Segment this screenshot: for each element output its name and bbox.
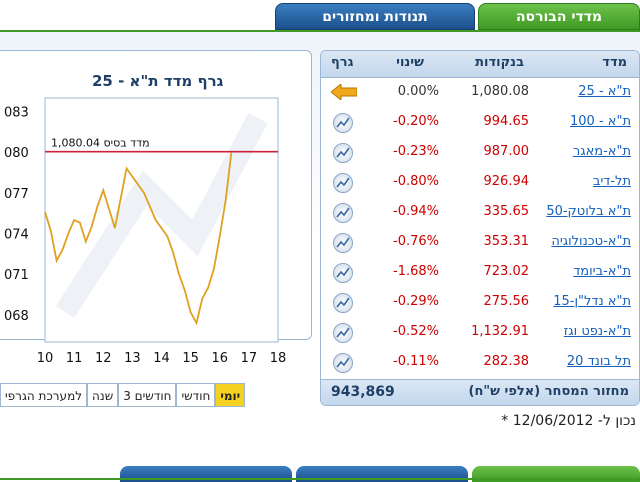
- table-row[interactable]: ת"א-טכנולוגיה 353.31 -0.76%: [321, 227, 639, 257]
- table-row[interactable]: תל בונד 20 282.38 -0.11%: [321, 347, 639, 377]
- x-tick-label: 16: [211, 351, 228, 366]
- graph-icon[interactable]: [333, 263, 353, 283]
- header-change: שינוי: [396, 55, 424, 70]
- index-points: 275.56: [483, 294, 530, 309]
- index-name-link[interactable]: ת"א בלוטק-50: [546, 204, 631, 219]
- table-row[interactable]: תל-דיב 926.94 -0.80%: [321, 167, 639, 197]
- index-change: -0.52%: [393, 324, 439, 339]
- turnover-value: 943,869: [331, 384, 395, 400]
- chart-title: גרף מדד ת"א - 25: [92, 72, 224, 90]
- index-name-link[interactable]: תל-דיב: [592, 174, 631, 189]
- graph-icon[interactable]: [333, 353, 353, 373]
- y-tick-label: 077: [4, 187, 29, 202]
- x-tick-label: 10: [37, 351, 54, 366]
- index-points: 353.31: [483, 234, 530, 249]
- table-row[interactable]: ת"א-נפט וגז 1,132.91 -0.52%: [321, 317, 639, 347]
- index-name-link[interactable]: תל בונד 20: [566, 354, 631, 369]
- index-change: -0.76%: [393, 234, 439, 249]
- index-points: 335.65: [483, 204, 530, 219]
- index-change: -0.94%: [393, 204, 439, 219]
- period-selector: למערכת הגרפי שנה 3 חודשים חודשי יומי: [0, 383, 246, 409]
- index-points: 1,080.08: [471, 84, 529, 99]
- index-name-link[interactable]: ת"א - 100: [570, 114, 631, 129]
- series-line: [44, 152, 233, 326]
- x-tick-label: 14: [153, 351, 170, 366]
- index-name-link[interactable]: ת"א-טכנולוגיה: [551, 234, 631, 249]
- period-monthly[interactable]: חודשי: [176, 383, 216, 407]
- header-graph: גרף: [331, 55, 354, 70]
- turnover-footer: מחזור המסחר (אלפי ש"ח) 943,869: [321, 379, 639, 405]
- index-name-link[interactable]: ת"א-מאגר: [572, 144, 631, 159]
- x-tick-label: 18: [270, 351, 287, 366]
- period-system-graphic[interactable]: למערכת הגרפי: [0, 383, 88, 407]
- index-change: -0.29%: [393, 294, 439, 309]
- index-points: 926.94: [483, 174, 530, 189]
- index-name-link[interactable]: ת"א-נפט וגז: [563, 324, 631, 339]
- index-change: 0.00%: [397, 84, 439, 99]
- graph-icon[interactable]: [333, 233, 353, 253]
- watermark-graphic: [55, 112, 268, 318]
- tab-underline: [0, 30, 640, 32]
- index-points: 1,132.91: [471, 324, 529, 339]
- period-3-months[interactable]: 3 חודשים: [118, 383, 177, 407]
- tab-stock-indices[interactable]: מדדי הבורסה: [478, 3, 640, 30]
- graph-icon[interactable]: [333, 203, 353, 223]
- index-name-link[interactable]: ת"א-ביומד: [573, 264, 631, 279]
- index-change: -1.68%: [393, 264, 439, 279]
- table-row[interactable]: ת"א - 100 994.65 -0.20%: [321, 107, 639, 137]
- graph-icon[interactable]: [333, 293, 353, 313]
- period-daily[interactable]: יומי: [215, 383, 246, 407]
- index-points: 282.38: [483, 354, 530, 369]
- indices-table: מדד בנקודות שינוי גרף ת"א - 25 1,080.08 0.…: [320, 50, 640, 406]
- y-tick-label: 068: [4, 309, 29, 324]
- header-points: בנקודות: [475, 55, 524, 70]
- index-change: -0.20%: [393, 114, 439, 129]
- table-row[interactable]: ת"א-מאגר 987.00 -0.23%: [321, 137, 639, 167]
- x-tick-label: 11: [66, 351, 83, 366]
- graph-icon[interactable]: [333, 173, 353, 193]
- x-tick-label: 15: [182, 351, 199, 366]
- tab-volatility-turnover[interactable]: תנודות ומחזורים: [275, 3, 475, 30]
- table-row[interactable]: ת"א בלוטק-50 335.65 -0.94%: [321, 197, 639, 227]
- index-points: 994.65: [483, 114, 530, 129]
- period-year[interactable]: שנה: [87, 383, 119, 407]
- index-points: 723.02: [483, 264, 530, 279]
- graph-icon[interactable]: [333, 323, 353, 343]
- index-change: -0.23%: [393, 144, 439, 159]
- y-tick-label: 083: [4, 106, 29, 121]
- header-index: מדד: [602, 55, 627, 70]
- reference-label: מדד בסיס 1,080.04: [51, 137, 150, 150]
- index-points: 987.00: [483, 144, 530, 159]
- x-tick-label: 17: [241, 351, 258, 366]
- table-row[interactable]: ת"א - 25 1,080.08 0.00%: [321, 77, 639, 107]
- graph-icon[interactable]: [333, 113, 353, 133]
- y-tick-label: 071: [4, 268, 29, 283]
- selected-arrow-icon[interactable]: [331, 84, 357, 100]
- updated-date: * נכון ל- 12/06/2012: [501, 413, 636, 429]
- turnover-label: מחזור המסחר (אלפי ש"ח): [468, 384, 630, 399]
- table-row[interactable]: ת"א-ביומד 723.02 -1.68%: [321, 257, 639, 287]
- table-header: מדד בנקודות שינוי גרף: [321, 51, 639, 78]
- index-name-link[interactable]: ת"א נדל"ן-15: [553, 294, 631, 309]
- index-name-link[interactable]: ת"א - 25: [578, 84, 631, 99]
- bottom-tab-underline: [0, 478, 640, 480]
- x-tick-label: 12: [95, 351, 112, 366]
- y-tick-label: 074: [4, 228, 29, 243]
- index-change: -0.80%: [393, 174, 439, 189]
- graph-icon[interactable]: [333, 143, 353, 163]
- x-tick-label: 13: [124, 351, 141, 366]
- index-change: -0.11%: [393, 354, 439, 369]
- table-row[interactable]: ת"א נדל"ן-15 275.56 -0.29%: [321, 287, 639, 317]
- y-tick-label: 080: [4, 146, 29, 161]
